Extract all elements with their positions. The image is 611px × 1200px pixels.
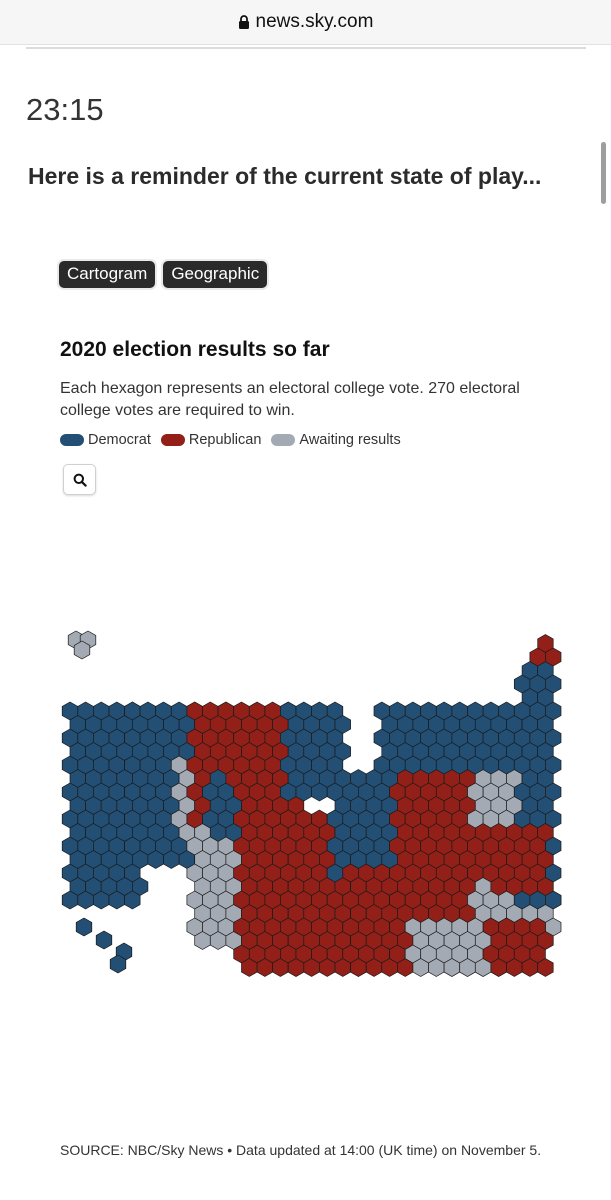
cartogram-button[interactable]: Cartogram [59,261,156,288]
post-time: 23:15 [26,92,104,127]
state-hexagon[interactable] [545,647,562,667]
state-hexagon[interactable] [124,890,141,910]
legend-republican: Republican [160,432,262,448]
legend-awaiting-label: Awaiting results [299,432,401,448]
electoral-hex-map[interactable] [0,600,611,1000]
url-display[interactable]: news.sky.com [238,11,374,33]
browser-address-bar[interactable]: news.sky.com [0,0,611,45]
state-hexagon[interactable] [73,640,91,660]
legend-democrat: Democrat [60,432,151,448]
lock-icon [238,14,249,29]
zoom-button[interactable] [63,464,96,495]
chart-subtitle: Each hexagon represents an electoral col… [60,380,520,419]
state-hexagon[interactable] [95,930,113,950]
republican-swatch [160,434,185,446]
state-hexagon[interactable] [109,954,127,974]
source-note: SOURCE: NBC/Sky News • Data updated at 1… [60,1142,542,1158]
scrollbar[interactable] [601,142,606,204]
awaiting-swatch [271,434,296,446]
page-divider [26,47,586,49]
democrat-swatch [60,434,84,446]
chart-legend: Democrat Republican Awaiting results [60,432,401,448]
state-hexagon[interactable] [537,958,554,977]
legend-republican-label: Republican [188,432,262,448]
state-hexagon[interactable] [537,877,554,896]
legend-democrat-label: Democrat [88,432,151,448]
chart-title: 2020 election results so far [60,338,330,361]
url-text: news.sky.com [255,11,374,32]
geographic-button[interactable]: Geographic [163,261,268,288]
state-hexagon[interactable] [75,917,93,937]
legend-awaiting: Awaiting results [271,432,401,448]
post-headline: Here is a reminder of the current state … [28,163,542,189]
search-icon [73,473,87,487]
map-view-toggle: Cartogram Geographic [59,261,268,288]
